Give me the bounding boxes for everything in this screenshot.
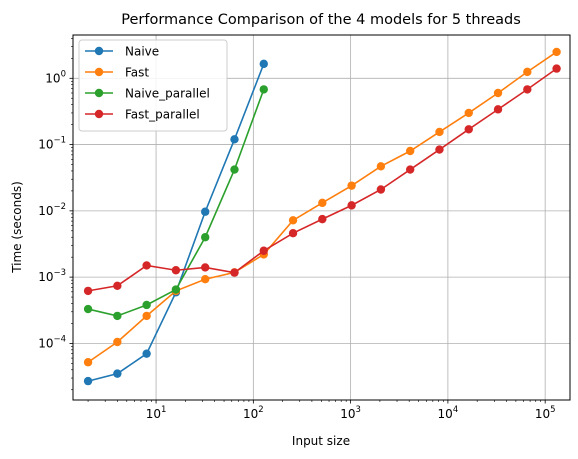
data-point-fast-parallel — [230, 268, 239, 277]
data-point-fast — [523, 67, 532, 77]
y-tick-label: 100 — [45, 69, 66, 85]
data-point-fast-parallel — [201, 263, 210, 272]
legend-label: Naive — [125, 45, 159, 59]
data-point-fast-parallel — [493, 105, 503, 114]
legend-marker — [94, 46, 104, 56]
legend-label: Fast — [125, 66, 149, 80]
legend-item: Naive_parallel — [85, 87, 210, 101]
data-point-naive — [142, 349, 151, 358]
legend-marker — [94, 109, 104, 119]
data-point-fast-parallel — [142, 261, 151, 270]
data-point-fast — [552, 47, 561, 57]
grid — [73, 35, 570, 400]
series-layer — [83, 47, 561, 386]
data-point-fast-parallel — [405, 165, 415, 174]
legend-label: Naive_parallel — [125, 87, 210, 101]
legend-box — [78, 39, 228, 132]
legend-item: Naive — [85, 45, 159, 59]
data-point-naive-parallel — [142, 300, 151, 310]
data-point-fast-parallel — [464, 125, 473, 134]
series-naive-parallel — [83, 85, 268, 321]
data-point-fast-parallel — [259, 246, 268, 255]
data-point-naive-parallel — [113, 311, 122, 321]
data-point-fast — [464, 108, 473, 118]
data-point-naive-parallel — [201, 233, 210, 242]
y-tick-label: 10−4 — [38, 334, 66, 350]
data-point-fast — [376, 162, 386, 171]
data-point-fast — [201, 275, 210, 284]
data-point-naive-parallel — [259, 85, 268, 94]
legend-marker — [94, 67, 104, 77]
legend-item: Fast_parallel — [85, 108, 200, 122]
data-point-fast-parallel — [347, 201, 356, 210]
data-point-fast — [318, 198, 327, 208]
data-point-naive-parallel — [83, 304, 93, 314]
plot-frame — [72, 34, 571, 401]
data-point-fast-parallel — [318, 214, 327, 224]
data-point-fast — [435, 127, 444, 137]
data-point-fast — [142, 311, 151, 321]
data-point-fast — [493, 88, 503, 98]
data-point-naive — [201, 207, 210, 216]
data-point-fast-parallel — [113, 281, 122, 290]
data-point-fast — [113, 337, 122, 347]
x-tick-label: 103 — [340, 405, 361, 421]
legend-label: Fast_parallel — [125, 108, 200, 122]
data-point-naive — [113, 369, 122, 378]
x-axis-label: Input size — [292, 434, 350, 448]
data-point-fast-parallel — [552, 64, 561, 73]
y-axis-label: Time (seconds) — [10, 181, 24, 274]
data-point-fast — [83, 358, 93, 367]
x-tick-label: 101 — [146, 405, 167, 421]
x-tick-label: 102 — [243, 405, 264, 421]
data-point-fast-parallel — [288, 229, 298, 238]
series-fast-parallel — [83, 64, 561, 296]
data-point-naive — [259, 59, 268, 69]
chart-title: Performance Comparison of the 4 models f… — [121, 12, 521, 28]
major-ticks: 101 102 103 104 105 10−4 10−3 10−2 10−1 100 — [38, 69, 555, 421]
data-point-naive-parallel — [171, 285, 181, 294]
data-point-fast — [405, 146, 415, 156]
legend-marker — [94, 88, 104, 98]
data-point-naive — [230, 135, 239, 144]
data-point-fast-parallel — [435, 145, 444, 154]
data-point-naive-parallel — [230, 165, 239, 174]
data-point-fast-parallel — [523, 85, 532, 94]
y-tick-label: 10−3 — [38, 268, 66, 284]
y-tick-label: 10−1 — [38, 136, 66, 152]
x-tick-label: 104 — [438, 405, 459, 421]
data-point-fast-parallel — [83, 286, 93, 296]
data-point-fast-parallel — [171, 266, 181, 275]
legend-item: Fast — [85, 66, 149, 80]
x-tick-label: 105 — [535, 405, 556, 421]
data-point-fast — [288, 216, 298, 225]
data-point-fast-parallel — [376, 185, 386, 194]
legend: Naive Fast Naive_parallel Fast_parallel — [78, 39, 228, 132]
data-point-fast — [347, 181, 356, 190]
y-tick-label: 10−2 — [38, 202, 66, 218]
data-point-naive — [83, 376, 93, 386]
